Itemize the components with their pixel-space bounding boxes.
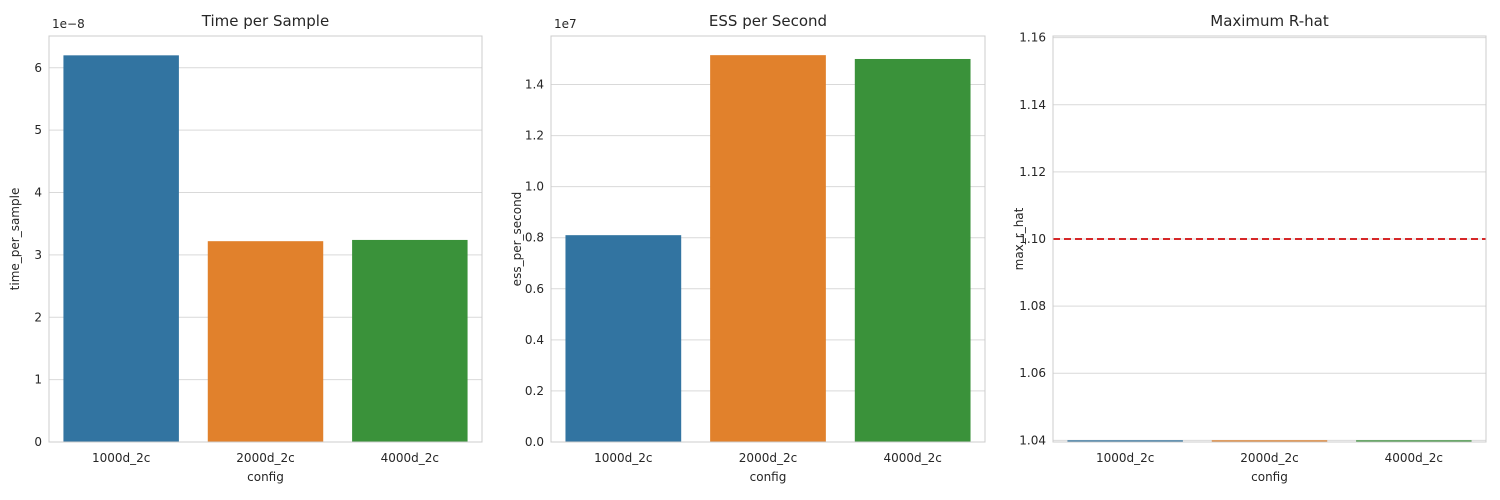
plot-frame — [1052, 35, 1487, 443]
x-axis-label: config — [247, 470, 284, 484]
axis-scale-label: 1e−8 — [52, 17, 85, 31]
chart-title: Maximum R-hat — [1210, 12, 1329, 30]
x-tick-label: 2000d_2c — [236, 451, 294, 465]
plot-frame — [550, 35, 986, 443]
bar-1000d_2c — [565, 235, 682, 442]
y-tick-label: 1.14 — [1019, 98, 1046, 112]
bar-4000d_2c — [1356, 440, 1472, 442]
x-tick-label: 4000d_2c — [381, 451, 439, 465]
x-tick-label: 1000d_2c — [92, 451, 150, 465]
y-tick-label: 0.2 — [525, 384, 544, 398]
y-tick-label: 0.0 — [525, 435, 544, 449]
y-tick-label: 1.10 — [1019, 232, 1046, 246]
y-axis-label: ess_per_second — [510, 192, 524, 287]
y-tick-label: 6 — [34, 61, 42, 75]
y-tick-label: 1.0 — [525, 180, 544, 194]
y-tick-label: 1 — [34, 373, 42, 387]
bar-2000d_2c — [710, 55, 826, 443]
y-tick-label: 1.16 — [1019, 31, 1046, 45]
chart-title: ESS per Second — [709, 12, 827, 30]
x-axis-label: config — [1251, 470, 1288, 484]
x-tick-label: 4000d_2c — [1385, 451, 1443, 465]
chart-title: Time per Sample — [201, 12, 329, 30]
y-axis-label: max_r_hat — [1012, 207, 1026, 270]
y-tick-label: 2 — [34, 310, 42, 324]
x-tick-label: 2000d_2c — [739, 451, 797, 465]
axis-scale-label: 1e7 — [554, 17, 577, 31]
y-axis-label: time_per_sample — [8, 188, 22, 291]
x-tick-label: 4000d_2c — [883, 451, 941, 465]
bar-1000d_2c — [63, 55, 179, 442]
bar-4000d_2c — [352, 239, 468, 442]
bar-2000d_2c — [207, 241, 324, 442]
y-tick-label: 4 — [34, 186, 42, 200]
y-tick-label: 0 — [34, 435, 42, 449]
y-tick-label: 3 — [34, 248, 42, 262]
y-tick-label: 1.2 — [525, 129, 544, 143]
x-tick-label: 2000d_2c — [1240, 451, 1298, 465]
y-tick-label: 1.12 — [1019, 165, 1046, 179]
y-tick-label: 1.04 — [1019, 433, 1046, 447]
y-tick-label: 0.6 — [525, 282, 544, 296]
y-tick-label: 0.8 — [525, 231, 544, 245]
bar-4000d_2c — [854, 58, 971, 442]
bar-2000d_2c — [1211, 440, 1328, 442]
x-axis-label: config — [750, 470, 787, 484]
plot-frame — [48, 35, 483, 443]
y-tick-label: 1.08 — [1019, 299, 1046, 313]
y-tick-label: 1.4 — [525, 78, 544, 92]
y-tick-label: 0.4 — [525, 333, 544, 347]
bar-1000d_2c — [1067, 440, 1183, 442]
y-tick-label: 5 — [34, 123, 42, 137]
x-tick-label: 1000d_2c — [594, 451, 652, 465]
y-tick-label: 1.06 — [1019, 366, 1046, 380]
x-tick-label: 1000d_2c — [1096, 451, 1154, 465]
